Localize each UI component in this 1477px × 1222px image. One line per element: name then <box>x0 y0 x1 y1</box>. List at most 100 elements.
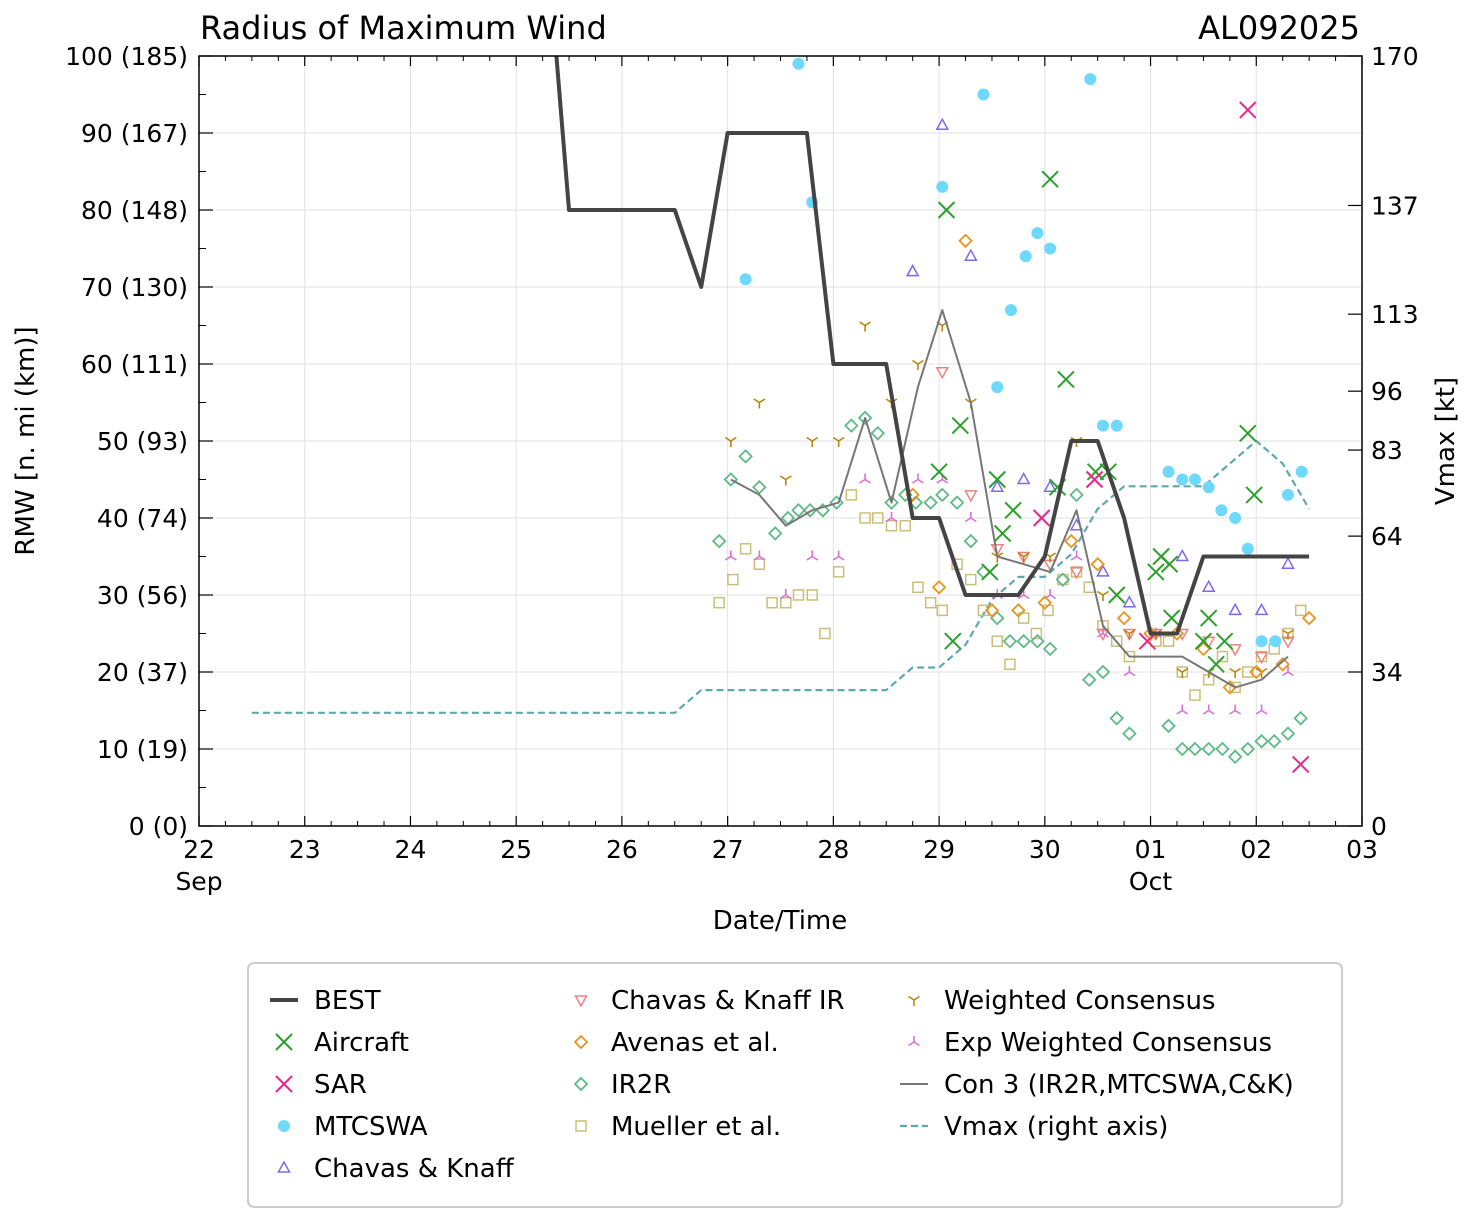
point-aircraft-stroke <box>1041 170 1059 188</box>
legend-swatch-mtcswa <box>278 1120 290 1132</box>
point-chavas-knaff-ir <box>1254 651 1269 665</box>
point-mueller-et-al <box>912 581 924 594</box>
series-weighted-consensus <box>724 321 1294 678</box>
point-mtcswa <box>1281 488 1294 501</box>
point-weighted-consensus-stroke <box>1229 667 1236 673</box>
x-tick-label: 23 <box>289 835 321 864</box>
legend-label-chavas-knaff: Chavas & Knaff <box>314 1154 515 1184</box>
point-exp-weighted-consensus-stroke <box>779 594 787 600</box>
series-vmax-right-axis <box>251 439 1311 714</box>
point-weighted-consensus-stroke <box>1102 590 1109 596</box>
point-mueller-et-al <box>1110 635 1123 647</box>
legend-item-vmax-right-axis: Vmax (right axis) <box>900 1112 1168 1142</box>
point-aircraft-stroke <box>1152 547 1170 566</box>
point-exp-weighted-consensus <box>1070 550 1083 561</box>
point-weighted-consensus-stroke <box>779 475 787 481</box>
point-chavas-knaff-ir <box>935 366 950 380</box>
legend-label-exp-weighted-consensus: Exp Weighted Consensus <box>944 1028 1272 1058</box>
y2-tick-label: 64 <box>1371 522 1403 551</box>
point-ir2r <box>1227 749 1243 764</box>
series-sar <box>1032 101 1310 774</box>
point-exp-weighted-consensus-stroke <box>1102 632 1109 638</box>
legend-swatch-mueller-et-al <box>575 1120 587 1132</box>
legend-item-chavas-knaff: Chavas & Knaff <box>277 1154 515 1184</box>
legend-item-ir2r: IR2R <box>573 1070 671 1100</box>
point-aircraft <box>988 470 1006 489</box>
legend-label-best: BEST <box>314 986 381 1016</box>
series-aircraft <box>930 170 1263 674</box>
y-tick-label: 60 (111) <box>81 350 188 379</box>
point-weighted-consensus-stroke <box>1176 667 1183 673</box>
point-avenas-et-al <box>1090 556 1105 572</box>
point-exp-weighted-consensus-stroke <box>753 555 760 561</box>
point-aircraft <box>1239 424 1257 443</box>
storm-id: AL092025 <box>1198 9 1360 47</box>
point-mueller-et-al <box>1017 612 1030 624</box>
point-mueller-et-al <box>936 604 949 617</box>
point-aircraft-stroke <box>1207 655 1225 674</box>
point-exp-weighted-consensus-stroke <box>1202 709 1210 715</box>
y-tick-label: 0 (0) <box>129 812 188 841</box>
point-mueller-et-al <box>1229 681 1241 694</box>
point-ir2r <box>1280 726 1296 741</box>
point-exp-weighted-consensus-stroke <box>1208 709 1215 715</box>
point-mueller-et-al <box>1294 604 1307 617</box>
y2-axis-label: Vmax [kt] <box>1431 377 1461 505</box>
legend-label-avenas-et-al: Avenas et al. <box>611 1028 779 1058</box>
y-tick-label: 90 (167) <box>81 119 188 148</box>
point-aircraft <box>993 524 1012 543</box>
point-sar <box>1291 755 1310 774</box>
point-weighted-consensus-stroke <box>832 436 840 442</box>
point-aircraft-stroke <box>930 463 948 481</box>
legend-swatch-sar <box>275 1075 293 1093</box>
point-sar <box>1085 470 1104 489</box>
legend-swatch-chavas-knaff <box>277 1160 291 1173</box>
point-exp-weighted-consensus <box>964 512 977 523</box>
point-aircraft-stroke <box>1086 463 1105 481</box>
point-exp-weighted-consensus-stroke <box>912 478 919 484</box>
point-ir2r <box>791 503 806 518</box>
point-weighted-consensus-stroke <box>1287 629 1294 635</box>
point-ir2r <box>738 449 753 464</box>
point-mueller-et-al <box>727 573 739 586</box>
x-tick-label: 26 <box>606 835 638 864</box>
series-ir2r <box>711 410 1308 764</box>
point-ir2r <box>1254 734 1269 749</box>
point-mueller-et-al <box>1030 627 1043 640</box>
point-mueller-et-al <box>780 596 792 609</box>
point-chavas-knaff <box>1175 548 1190 562</box>
point-exp-weighted-consensus-stroke <box>1128 671 1136 677</box>
point-sar-stroke <box>1291 755 1310 774</box>
point-ir2r <box>1109 710 1124 726</box>
y-tick-label: 20 (37) <box>97 658 188 687</box>
point-exp-weighted-consensus-stroke <box>1181 709 1189 715</box>
point-exp-weighted-consensus-stroke <box>1287 671 1294 677</box>
point-exp-weighted-consensus-stroke <box>1176 709 1183 715</box>
point-avenas-et-al <box>1275 657 1290 672</box>
point-mueller-et-al <box>885 519 898 532</box>
point-mueller-et-al <box>859 512 871 524</box>
point-aircraft-stroke <box>937 201 956 219</box>
point-mtcswa <box>1004 304 1017 317</box>
y-tick-label: 80 (148) <box>81 196 188 225</box>
point-exp-weighted-consensus-stroke <box>941 478 949 484</box>
point-exp-weighted-consensus-stroke <box>891 517 898 523</box>
point-sar-stroke <box>1239 101 1257 119</box>
point-aircraft <box>944 632 962 650</box>
point-mueller-et-al <box>1162 635 1175 647</box>
point-mtcswa <box>1019 250 1032 263</box>
legend-label-aircraft: Aircraft <box>314 1028 409 1058</box>
point-mtcswa <box>1295 465 1308 478</box>
point-weighted-consensus-stroke <box>724 436 732 442</box>
point-weighted-consensus-stroke <box>1123 629 1130 635</box>
point-chavas-knaff <box>1016 471 1031 485</box>
y-tick-label: 10 (19) <box>97 735 188 764</box>
legend-swatch-avenas-et-al <box>573 1034 589 1050</box>
legend-label-chavas-knaff-ir: Chavas & Knaff IR <box>611 986 845 1016</box>
point-chavas-knaff-ir <box>1175 628 1190 642</box>
legend-label-sar: SAR <box>314 1070 367 1100</box>
legend-swatch-chavas-knaff-ir <box>574 995 588 1008</box>
point-ir2r <box>829 495 844 510</box>
point-mueller-et-al <box>806 589 818 601</box>
series-layer <box>251 56 1317 774</box>
